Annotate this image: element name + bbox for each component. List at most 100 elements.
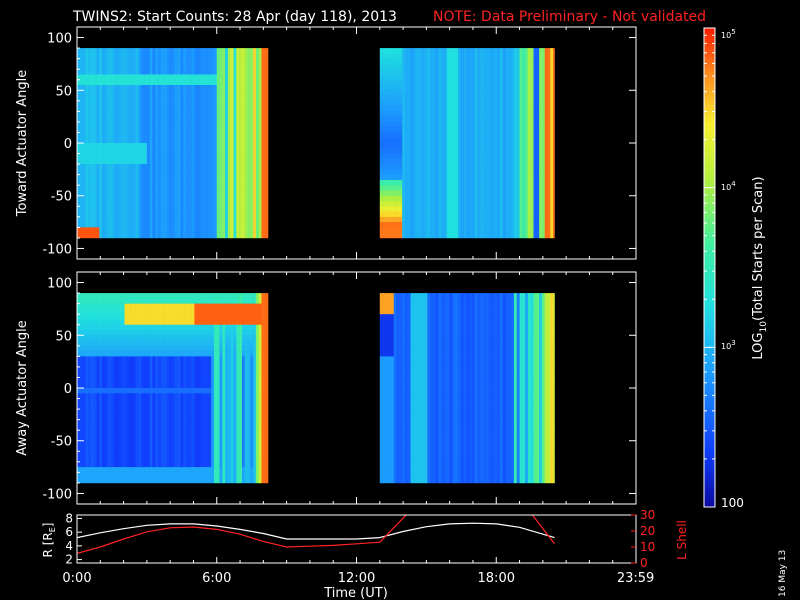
heatmap-cell-toward-i0-c12-r19 xyxy=(110,148,114,154)
heatmap-cell-toward-i1-c130-r20 xyxy=(550,153,554,160)
heatmap-cell-toward-i1-c88-r27 xyxy=(432,190,436,197)
heatmap-cell-toward-i0-c52-r24 xyxy=(222,174,226,181)
heatmap-cell-toward-i1-c75-r6 xyxy=(396,79,400,86)
heatmap-cell-toward-i0-c42-r21 xyxy=(194,158,198,165)
heatmap-cell-away-i0-c0-r2 xyxy=(77,303,81,310)
heatmap-cell-toward-i0-c58-r24 xyxy=(239,174,243,181)
heatmap-cell-toward-i0-c13-r17 xyxy=(113,137,117,144)
heatmap-cell-toward-i0-c5-r11 xyxy=(90,106,95,112)
heatmap-cell-toward-i0-c17-r17 xyxy=(124,137,128,144)
heatmap-cell-toward-i0-c1-r21 xyxy=(79,158,83,165)
heatmap-cell-away-i0-c1-r12 xyxy=(79,356,83,362)
heatmap-cell-toward-i1-c84-r12 xyxy=(421,111,425,117)
heatmap-cell-away-i0-c0-r12 xyxy=(77,356,81,362)
heatmap-cell-toward-i1-c130-r35 xyxy=(550,232,554,239)
heatmap-cell-toward-i0-c64-r22 xyxy=(255,164,259,170)
heatmap-cell-toward-i1-c130-r4 xyxy=(550,69,554,75)
heatmap-cell-toward-i1-c70-r16 xyxy=(382,132,386,139)
heatmap-cell-toward-i1-c96-r25 xyxy=(455,179,459,186)
heatmap-cell-toward-i1-c106-r27 xyxy=(483,190,487,197)
heatmap-cell-toward-i1-c128-r24 xyxy=(544,174,548,181)
heatmap-cell-toward-i0-c6-r33 xyxy=(93,222,97,228)
heatmap-cell-toward-i1-c106-r0 xyxy=(483,48,487,54)
heatmap-cell-toward-i1-c120-r10 xyxy=(522,100,526,107)
heatmap-cell-toward-i0-c6-r12 xyxy=(93,111,97,117)
heatmap-cell-toward-i1-c128-r25 xyxy=(544,179,548,186)
heatmap-cell-toward-i0-c52-r21 xyxy=(222,158,226,165)
heatmap-cell-toward-i1-c126-r13 xyxy=(539,116,543,123)
heatmap-cell-toward-i1-c77-r12 xyxy=(402,111,406,117)
heatmap-cell-toward-i1-c117-r4 xyxy=(513,69,518,75)
heatmap-cell-toward-i0-c19-r23 xyxy=(130,169,134,175)
heatmap-cell-toward-i0-c4-r11 xyxy=(88,106,92,112)
heatmap-cell-toward-i0-c7-r6 xyxy=(96,79,100,86)
heatmap-cell-toward-i0-c65-r10 xyxy=(258,100,262,107)
heatmap-cell-toward-i0-c9-r28 xyxy=(102,195,106,202)
heatmap-cell-toward-i1-c127-r28 xyxy=(541,195,545,202)
heatmap-cell-toward-i1-c105-r0 xyxy=(480,48,484,54)
heatmap-cell-toward-i1-c77-r24 xyxy=(402,174,406,181)
heatmap-cell-toward-i0-c42-r17 xyxy=(194,137,198,144)
heatmap-cell-toward-i1-c95-r10 xyxy=(452,100,456,107)
heatmap-cell-toward-i1-c86-r20 xyxy=(427,153,431,160)
heatmap-cell-toward-i1-c103-r9 xyxy=(474,95,478,102)
heatmap-cell-toward-i1-c114-r18 xyxy=(505,143,509,149)
heatmap-cell-away-i0-c1-r33 xyxy=(79,467,83,473)
heatmap-cell-toward-i1-c109-r27 xyxy=(491,190,495,197)
heatmap-cell-toward-i0-c2-r31 xyxy=(82,211,86,218)
heatmap-cell-toward-i1-c114-r14 xyxy=(505,121,509,128)
heatmap-cell-toward-i1-c91-r11 xyxy=(441,106,445,112)
heatmap-cell-toward-i1-c87-r18 xyxy=(430,143,434,149)
heatmap-cell-toward-i1-c85-r7 xyxy=(424,85,428,91)
heatmap-cell-toward-i0-c46-r9 xyxy=(205,95,209,102)
heatmap-cell-toward-i0-c61-r3 xyxy=(247,63,251,70)
heatmap-cell-toward-i0-c14-r9 xyxy=(116,95,120,102)
heatmap-cell-away-i0-c3-r6 xyxy=(85,324,89,331)
heatmap-cell-toward-i1-c72-r6 xyxy=(388,79,392,86)
heatmap-cell-toward-i0-c6-r13 xyxy=(93,116,97,123)
heatmap-cell-toward-i0-c41-r14 xyxy=(191,121,195,128)
heatmap-cell-toward-i1-c106-r5 xyxy=(483,74,487,81)
heatmap-cell-toward-i1-c82-r5 xyxy=(416,74,420,81)
heatmap-cell-toward-i0-c58-r34 xyxy=(239,227,243,233)
heatmap-cell-toward-i1-c81-r0 xyxy=(413,48,417,54)
heatmap-cell-toward-i1-c115-r24 xyxy=(508,174,512,181)
heatmap-cell-toward-i0-c8-r24 xyxy=(99,174,103,181)
heatmap-cell-toward-i0-c12-r17 xyxy=(110,137,114,144)
heatmap-cell-toward-i0-c14-r19 xyxy=(116,148,120,154)
heatmap-cell-toward-i1-c119-r29 xyxy=(519,201,523,207)
heatmap-cell-toward-i0-c22-r29 xyxy=(138,201,142,207)
heatmap-cell-toward-i0-c13-r20 xyxy=(113,153,117,160)
heatmap-cell-toward-i1-c106-r32 xyxy=(483,216,487,223)
heatmap-cell-toward-i0-c66-r19 xyxy=(261,148,265,154)
heatmap-cell-toward-i1-c86-r6 xyxy=(427,79,431,86)
heatmap-cell-toward-i1-c72-r2 xyxy=(388,58,392,65)
heatmap-cell-toward-i1-c93-r1 xyxy=(446,53,450,59)
heatmap-cell-toward-i0-c11-r27 xyxy=(107,190,111,197)
heatmap-cell-toward-i1-c70-r8 xyxy=(382,90,386,96)
heatmap-cell-toward-i1-c103-r25 xyxy=(474,179,478,186)
heatmap-cell-toward-i1-c130-r17 xyxy=(550,137,554,144)
heatmap-cell-toward-i0-c7-r26 xyxy=(96,185,100,191)
heatmap-cell-toward-i0-c1-r8 xyxy=(79,90,83,96)
heatmap-cell-toward-i1-c73-r35 xyxy=(390,232,395,239)
heatmap-cell-toward-i0-c61-r34 xyxy=(247,227,251,233)
heatmap-cell-toward-i0-c67-r27 xyxy=(264,190,268,197)
heatmap-cell-toward-i0-c44-r3 xyxy=(199,63,204,70)
heatmap-cell-toward-i1-c90-r19 xyxy=(438,148,442,154)
heatmap-cell-toward-i1-c72-r1 xyxy=(388,53,392,59)
heatmap-cell-toward-i0-c46-r2 xyxy=(205,58,209,65)
heatmap-cell-toward-i0-c7-r21 xyxy=(96,158,100,165)
heatmap-cell-toward-i0-c23-r7 xyxy=(141,85,145,91)
heatmap-cell-toward-i1-c97-r20 xyxy=(458,153,462,160)
heatmap-cell-toward-i0-c61-r35 xyxy=(247,232,251,239)
heatmap-cell-toward-i0-c21-r28 xyxy=(135,195,139,202)
heatmap-cell-toward-i1-c87-r8 xyxy=(430,90,434,96)
heatmap-cell-toward-i1-c130-r22 xyxy=(550,164,554,170)
heatmap-cell-toward-i0-c18-r7 xyxy=(127,85,131,91)
heatmap-cell-toward-i1-c112-r5 xyxy=(499,74,504,81)
heatmap-cell-toward-i1-c69-r2 xyxy=(379,58,383,65)
heatmap-cell-toward-i1-c71-r5 xyxy=(385,74,389,81)
heatmap-cell-toward-i1-c84-r23 xyxy=(421,169,425,175)
heatmap-cell-toward-i1-c80-r14 xyxy=(410,121,414,128)
